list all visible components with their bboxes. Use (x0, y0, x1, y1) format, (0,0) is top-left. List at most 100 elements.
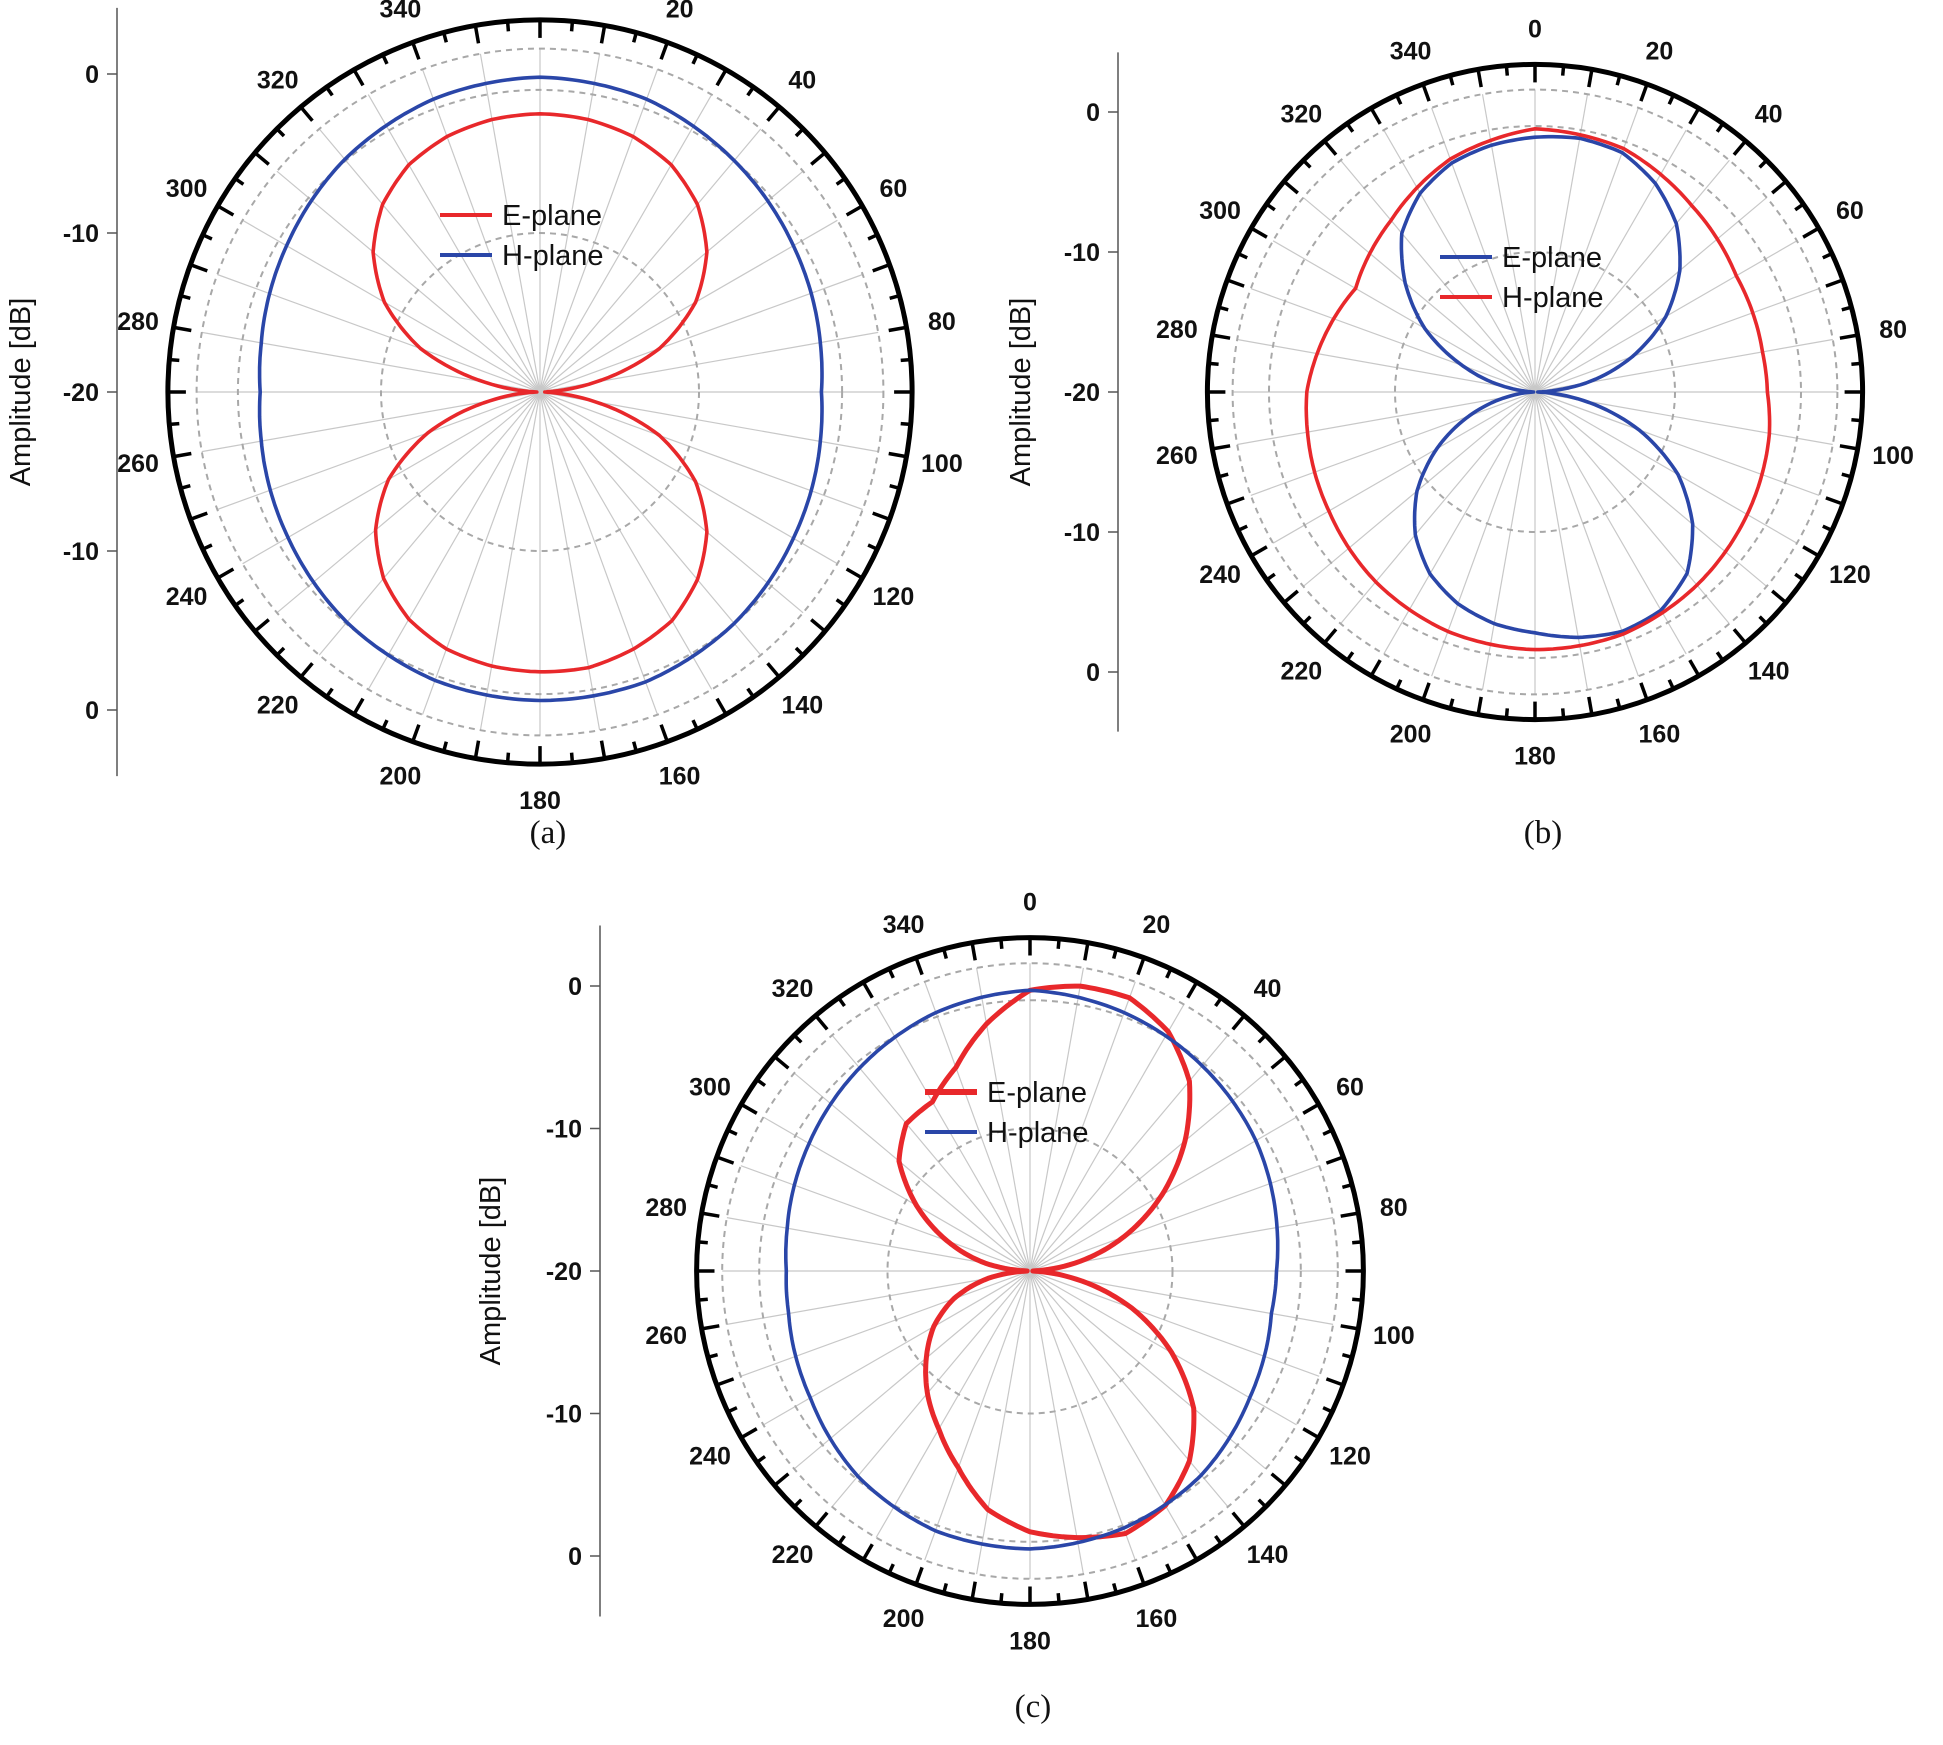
ring-tick (1302, 615, 1312, 625)
ring-tick (1667, 94, 1675, 105)
grid-spoke (539, 219, 838, 393)
ring-tick (411, 41, 421, 60)
series-line-h-plane (257, 75, 824, 703)
ring-tick (1237, 524, 1248, 532)
ring-tick (1802, 226, 1820, 239)
angle-tick-label: 280 (117, 308, 159, 336)
ring-tick (1794, 202, 1805, 212)
ring-tick (1226, 278, 1245, 288)
angle-tick-label: 260 (645, 1322, 687, 1350)
grid-spoke (976, 967, 1031, 1272)
ring-tick (1352, 1297, 1363, 1302)
angle-tick-label: 120 (873, 583, 915, 611)
ring-tick (1186, 1543, 1199, 1561)
ring-tick (1165, 1563, 1173, 1574)
ring-tick (746, 687, 755, 698)
ring-tick (1758, 159, 1768, 169)
radial-tick-label: 0 (85, 697, 99, 725)
angle-tick-label: 60 (1336, 1073, 1364, 1101)
ring-tick (1851, 417, 1862, 423)
ring-tick (861, 981, 874, 999)
ring-tick (659, 724, 669, 743)
series-line-e-plane (896, 983, 1197, 1541)
grid-spoke (793, 1072, 1031, 1272)
grid-spoke (1029, 1270, 1136, 1561)
ring-tick (794, 127, 805, 138)
angle-tick-label: 80 (928, 308, 956, 336)
grid-spoke (1272, 240, 1536, 393)
legend-label: H-plane (502, 240, 604, 272)
legend-label: E-plane (987, 1077, 1087, 1109)
panel-caption: (b) (1524, 815, 1562, 851)
ring-tick (1560, 65, 1566, 76)
ring-tick (1667, 679, 1675, 690)
ring-tick (1825, 278, 1844, 288)
grid-spoke (1250, 288, 1536, 393)
ring-tick (746, 86, 755, 97)
ring-tick (697, 1297, 708, 1302)
grid-circle (1231, 88, 1839, 696)
ring-tick (1282, 180, 1299, 195)
grid-spoke (924, 1270, 1031, 1561)
ring-tick (253, 151, 270, 166)
ring-tick (792, 1033, 803, 1044)
ring-tick (325, 86, 334, 97)
ring-tick (473, 740, 481, 759)
ring-tick (632, 741, 638, 752)
ring-tick (1322, 1128, 1333, 1136)
grid-spoke (421, 391, 541, 715)
angle-tick-label: 20 (1645, 37, 1673, 65)
grid-spoke (875, 1270, 1031, 1538)
grid-spoke (539, 391, 762, 656)
angle-tick-label: 200 (380, 763, 422, 791)
ring-tick (1341, 1183, 1353, 1189)
ring-tick (766, 105, 781, 122)
angle-tick-label: 100 (1373, 1322, 1415, 1350)
panel-caption: (a) (530, 815, 567, 851)
radial-tick-label: -20 (1064, 379, 1100, 407)
grid-spoke (1534, 391, 1798, 544)
radial-tick-label: -20 (546, 1258, 582, 1286)
grid-spoke (539, 391, 863, 511)
ring-tick (189, 511, 208, 521)
ring-tick (740, 1102, 758, 1115)
ring-tick (887, 1563, 895, 1574)
ring-tick (970, 942, 977, 961)
grid-spoke (740, 1270, 1031, 1377)
ring-tick (1771, 180, 1788, 195)
ring-tick (299, 662, 314, 679)
panel-caption: (c) (1015, 1689, 1052, 1725)
ring-tick (216, 567, 235, 580)
angle-tick-label: 240 (1199, 561, 1241, 589)
ring-tick (173, 451, 192, 459)
ring-tick (900, 357, 911, 363)
grid-spoke (367, 94, 541, 393)
ring-tick (1758, 615, 1768, 625)
ring-tick (1083, 1581, 1090, 1600)
ring-tick (707, 1183, 719, 1189)
ring-tick (1112, 1582, 1118, 1594)
angle-tick-label: 320 (772, 975, 814, 1003)
ring-tick (381, 54, 389, 65)
grid-spoke (831, 1034, 1031, 1272)
series-line-e-plane (1399, 134, 1695, 640)
ring-tick (1345, 122, 1355, 133)
grid-spoke (539, 391, 804, 614)
ring-tick (173, 325, 192, 333)
angle-tick-label: 40 (1755, 101, 1783, 129)
angle-tick-label: 140 (1748, 658, 1790, 686)
angle-tick-label: 300 (689, 1073, 731, 1101)
ring-tick (1341, 1353, 1353, 1359)
ring-tick (234, 177, 245, 186)
grid-spoke (740, 1165, 1031, 1272)
ring-tick (1732, 139, 1747, 156)
grid-spoke (1250, 391, 1536, 496)
radial-tick-label: 0 (1086, 659, 1100, 687)
ring-tick (867, 233, 878, 241)
ring-tick (715, 697, 728, 716)
grid-spoke (276, 391, 541, 614)
ring-tick (202, 543, 213, 551)
ring-tick (1165, 968, 1173, 979)
grid-spoke (539, 170, 804, 393)
ring-tick (867, 543, 878, 551)
